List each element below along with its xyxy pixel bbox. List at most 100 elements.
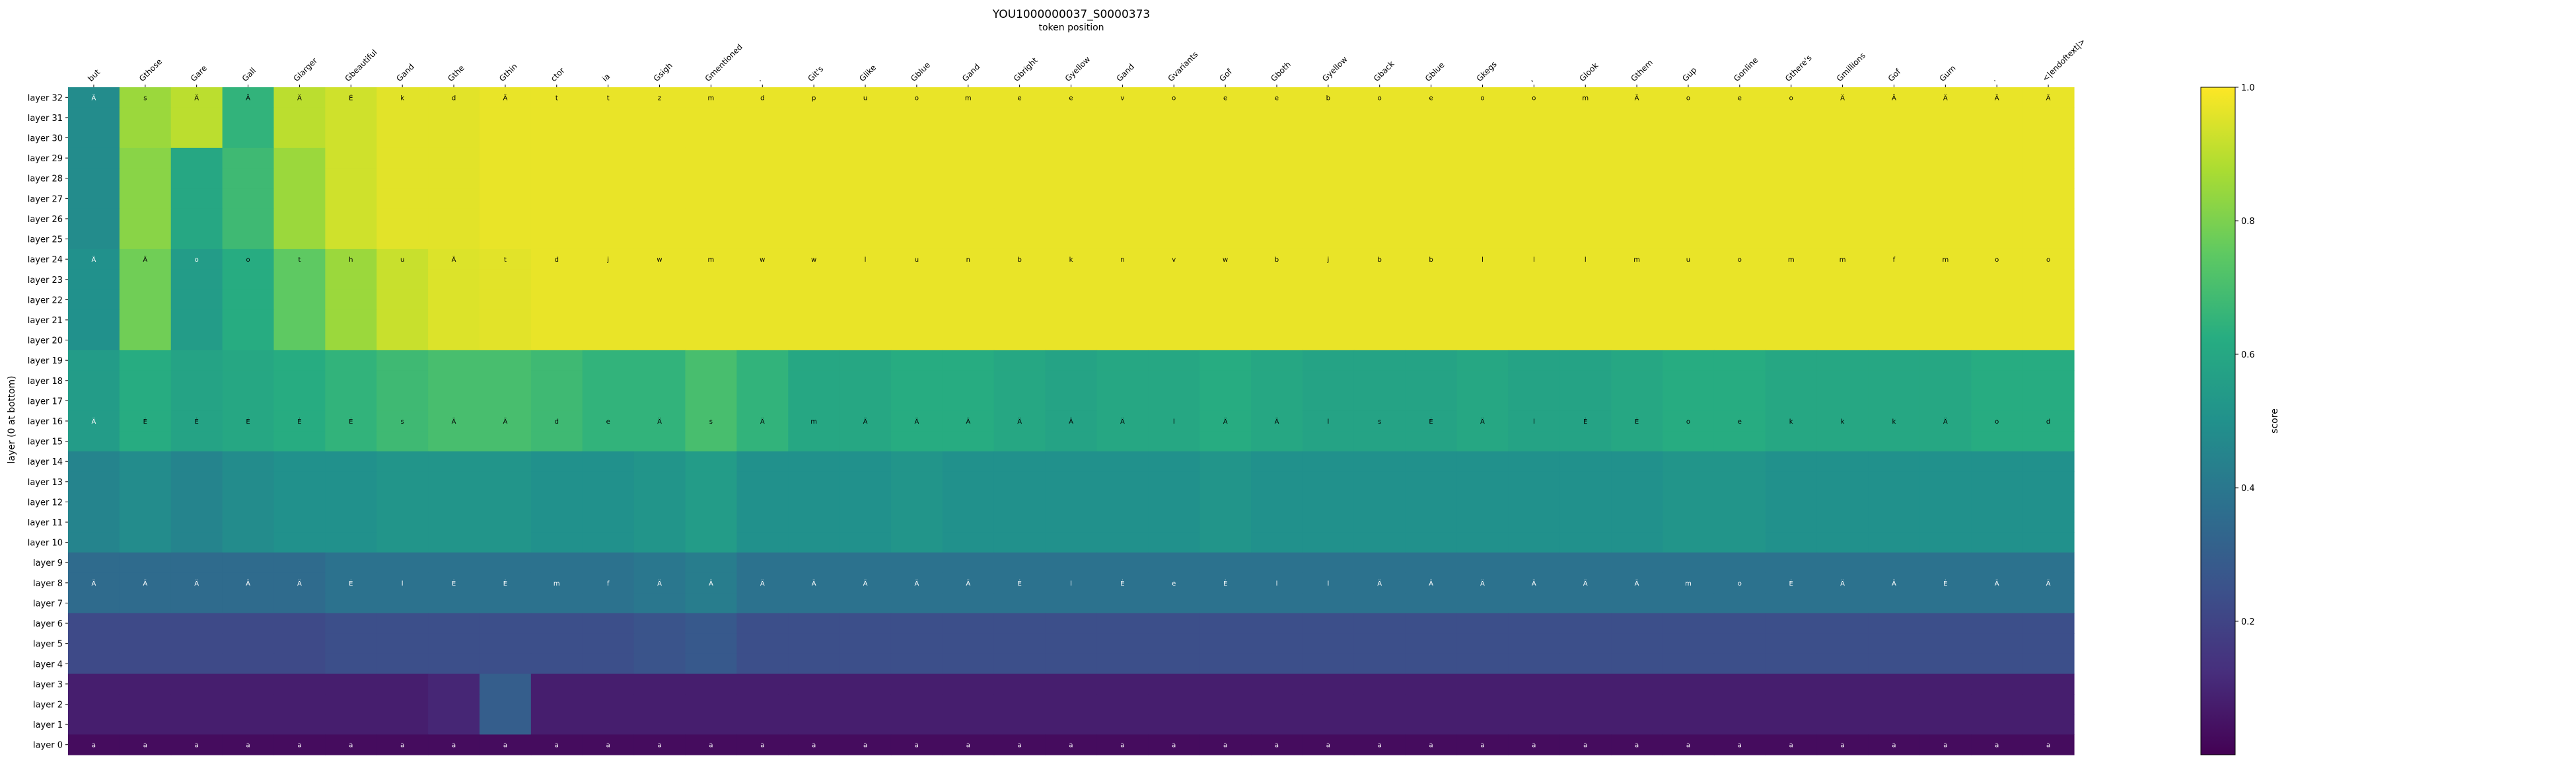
heatmap-cell xyxy=(1868,653,1920,675)
heatmap-cell xyxy=(1353,128,1406,149)
heatmap-cell xyxy=(1353,229,1406,250)
heatmap-cell xyxy=(890,391,943,412)
heatmap-cell xyxy=(530,431,583,452)
heatmap-cell xyxy=(222,653,275,675)
cell-label: Ä xyxy=(1995,579,1999,588)
heatmap-cell xyxy=(2022,249,2075,270)
heatmap-cell xyxy=(993,694,1046,715)
colorbar-tick-label: 0.4 xyxy=(2241,484,2255,494)
heatmap-cell xyxy=(736,309,789,330)
x-tick-label: <|endoftext|> xyxy=(2040,37,2087,84)
heatmap-cell xyxy=(1251,633,1303,654)
heatmap-cell xyxy=(633,471,686,492)
heatmap-cell xyxy=(1353,593,1406,614)
heatmap-cell xyxy=(376,350,429,371)
heatmap-cell xyxy=(1148,694,1200,715)
heatmap-cell xyxy=(1405,350,1458,371)
heatmap-cell xyxy=(840,269,892,290)
cell-label: Ä xyxy=(1275,417,1279,426)
heatmap-cell xyxy=(1816,471,1869,492)
cell-label: o xyxy=(1532,95,1536,102)
heatmap-cell xyxy=(2022,128,2075,149)
heatmap-cell xyxy=(840,208,892,229)
heatmap-cell xyxy=(685,249,737,270)
heatmap-cell xyxy=(1765,714,1818,735)
heatmap-cell xyxy=(1559,208,1612,229)
heatmap-cell xyxy=(633,552,686,574)
heatmap-cell xyxy=(1302,431,1355,452)
heatmap-cell xyxy=(840,289,892,311)
cell-label: a xyxy=(503,742,507,749)
heatmap-cell xyxy=(1919,694,1972,715)
heatmap-cell xyxy=(1302,350,1355,371)
heatmap-cell xyxy=(273,572,326,594)
heatmap-cell xyxy=(1559,694,1612,715)
heatmap-cell xyxy=(325,633,377,654)
heatmap-cell xyxy=(1199,492,1252,513)
heatmap-cell xyxy=(376,188,429,210)
cell-label: b xyxy=(1326,95,1330,102)
heatmap-cell xyxy=(119,471,172,492)
heatmap-cell xyxy=(325,492,377,513)
heatmap-cell xyxy=(325,370,377,391)
heatmap-cell xyxy=(993,492,1046,513)
heatmap-cell xyxy=(840,714,892,735)
heatmap-cell xyxy=(633,673,686,695)
heatmap-cell xyxy=(1353,714,1406,735)
heatmap-cell xyxy=(1353,249,1406,270)
heatmap-cell xyxy=(1199,289,1252,311)
heatmap-cell xyxy=(1713,128,1766,149)
heatmap-cell xyxy=(1096,107,1149,128)
heatmap-cell xyxy=(428,653,480,675)
y-tick-label: layer 28 xyxy=(28,174,63,184)
heatmap-cell xyxy=(1456,431,1509,452)
heatmap-cell xyxy=(633,229,686,250)
heatmap-cell xyxy=(325,188,377,210)
heatmap-cell xyxy=(1302,188,1355,210)
y-tick-label: layer 2 xyxy=(33,700,63,710)
cell-label: a xyxy=(1378,742,1382,749)
heatmap-cell xyxy=(530,350,583,371)
heatmap-cell xyxy=(1611,350,1663,371)
heatmap-cell xyxy=(1868,552,1920,574)
heatmap-cell xyxy=(428,633,480,654)
y-tick-label: layer 22 xyxy=(28,295,63,305)
heatmap-cell xyxy=(633,512,686,533)
heatmap-cell xyxy=(222,572,275,594)
heatmap-cell xyxy=(1456,532,1509,553)
heatmap-cell xyxy=(1353,147,1406,169)
heatmap-cell xyxy=(1148,673,1200,695)
heatmap-cell xyxy=(530,269,583,290)
heatmap-cell xyxy=(1251,147,1303,169)
heatmap-cell xyxy=(2022,431,2075,452)
heatmap-cell xyxy=(993,451,1046,473)
y-tick-label: layer 18 xyxy=(28,377,63,387)
heatmap-cell xyxy=(1508,613,1560,634)
heatmap-cell xyxy=(1663,572,1715,594)
heatmap-cell xyxy=(1405,714,1458,735)
cell-label: m xyxy=(708,256,715,264)
heatmap-cell xyxy=(788,613,840,634)
heatmap-cell xyxy=(1456,350,1509,371)
heatmap-cell xyxy=(1663,168,1715,189)
heatmap-cell xyxy=(530,492,583,513)
heatmap-cell xyxy=(633,572,686,594)
heatmap-cell xyxy=(582,188,635,210)
heatmap-cell xyxy=(119,613,172,634)
cell-label: Ä xyxy=(1892,93,1896,102)
heatmap-cell xyxy=(170,168,223,189)
heatmap-cell xyxy=(530,410,583,432)
heatmap-cell xyxy=(428,391,480,412)
heatmap-cell xyxy=(685,350,737,371)
heatmap-cell xyxy=(788,451,840,473)
heatmap-cell xyxy=(1971,128,2023,149)
colorbar-tick-label: 1.0 xyxy=(2241,83,2255,93)
cell-label: Ä xyxy=(914,579,919,588)
heatmap-cell xyxy=(890,168,943,189)
heatmap-cell xyxy=(1251,673,1303,695)
heatmap-cell xyxy=(840,532,892,553)
heatmap-cell xyxy=(1919,512,1972,533)
heatmap-cell xyxy=(1663,613,1715,634)
heatmap-cell xyxy=(1765,309,1818,330)
heatmap-cell xyxy=(376,391,429,412)
